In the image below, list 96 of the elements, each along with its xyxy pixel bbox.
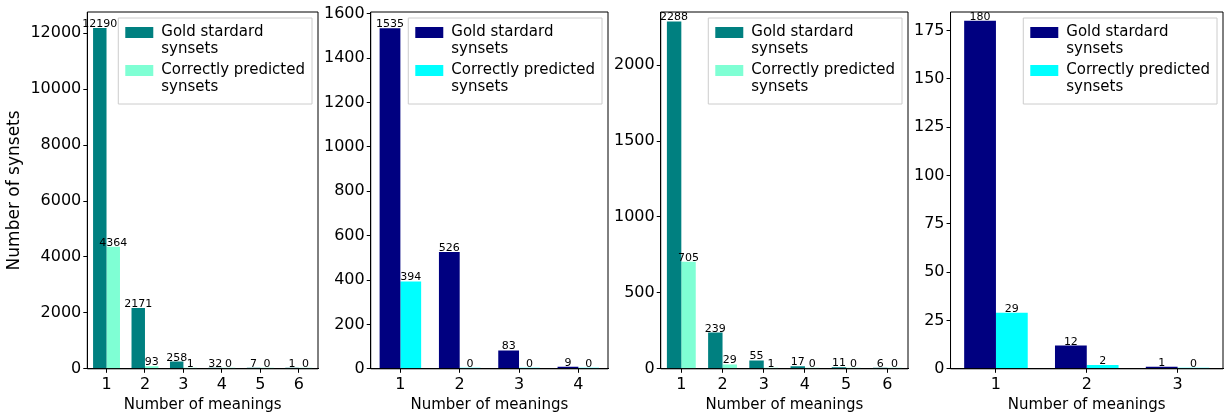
data-label: 180 — [969, 9, 991, 23]
x-tick-label: 3 — [758, 373, 769, 393]
y-tick-label: 1400 — [324, 47, 365, 67]
data-label: 1 — [1158, 355, 1166, 369]
x-tick-label: 1 — [395, 373, 406, 393]
data-label: 0 — [808, 356, 816, 370]
y-tick-label: 200 — [334, 313, 365, 333]
y-tick-label: 1000 — [324, 136, 365, 156]
x-tick-label: 3 — [1172, 373, 1183, 393]
x-tick-label: 3 — [513, 373, 525, 393]
y-tick-label: 6000 — [40, 190, 82, 210]
y-tick-label: 8000 — [40, 134, 82, 154]
legend-label: Gold stardard synsets — [1066, 22, 1169, 58]
x-axis-title: Number of meanings — [410, 394, 569, 413]
y-tick-label: 4000 — [40, 246, 82, 266]
data-label: 2171 — [124, 297, 153, 311]
data-label: 0 — [849, 356, 857, 370]
data-label: 394 — [400, 270, 422, 284]
data-label: 29 — [1004, 301, 1019, 315]
data-label: 2288 — [660, 10, 689, 24]
data-label: 55 — [749, 349, 764, 363]
data-label: 0 — [466, 356, 474, 370]
data-label: 0 — [302, 356, 309, 370]
x-tick-label: 1 — [676, 373, 687, 393]
x-tick-label: 1 — [101, 373, 112, 393]
data-label: 239 — [704, 321, 726, 335]
legend-label: Gold stardard synsets — [161, 22, 264, 58]
data-label: 0 — [525, 356, 533, 370]
y-tick-label: 1000 — [614, 206, 655, 226]
y-tick-label: 175 — [913, 19, 945, 39]
x-axis-title: Number of meanings — [1007, 394, 1166, 413]
x-tick-label: 4 — [216, 373, 227, 393]
legend-label: Correctly predicted synsets — [1066, 60, 1210, 96]
x-tick-label: 2 — [454, 373, 465, 393]
y-tick-label: 600 — [334, 224, 365, 244]
data-label: 0 — [225, 356, 233, 370]
legend-label: Gold stardard synsets — [751, 22, 854, 58]
y-tick-label: 0 — [934, 357, 945, 377]
data-label: 11 — [831, 356, 846, 370]
x-tick-label: 4 — [799, 373, 811, 393]
data-label: 6 — [876, 356, 884, 370]
y-tick-label: 125 — [913, 116, 945, 136]
x-axis-title: Number of meanings — [123, 394, 282, 413]
data-label: 1 — [186, 356, 194, 370]
y-tick-label: 100 — [913, 164, 945, 184]
data-label: 2 — [1099, 353, 1107, 367]
x-tick-label: 2 — [1081, 373, 1092, 393]
x-tick-label: 5 — [255, 373, 266, 393]
x-tick-label: 1 — [990, 373, 1002, 393]
x-tick-label: 4 — [573, 373, 584, 393]
data-label: 7 — [250, 356, 258, 370]
y-tick-label: 2000 — [614, 54, 655, 74]
x-tick-label: 2 — [717, 373, 728, 393]
legend-label: Correctly predicted synsets — [161, 60, 305, 96]
y-tick-label: 1200 — [324, 91, 365, 111]
y-tick-label: 2000 — [40, 302, 82, 322]
data-label: 17 — [790, 355, 805, 369]
data-label: 32 — [208, 356, 223, 370]
x-tick-label: 3 — [178, 373, 189, 393]
legend-label: Correctly predicted synsets — [751, 60, 895, 96]
x-tick-label: 5 — [841, 373, 852, 393]
data-label: 0 — [263, 356, 271, 370]
data-label: 0 — [891, 356, 899, 370]
legend-label: Gold stardard synsets — [451, 22, 554, 58]
data-label: 1 — [767, 356, 775, 370]
y-tick-label: 800 — [334, 180, 365, 200]
y-tick-label: 10000 — [30, 78, 82, 98]
x-tick-label: 2 — [139, 373, 151, 393]
y-tick-label: 12000 — [30, 22, 82, 42]
y-axis-title: Number of synsets — [2, 110, 23, 271]
data-label: 9 — [564, 355, 572, 369]
y-tick-label: 0 — [71, 357, 82, 377]
y-tick-label: 50 — [924, 261, 945, 281]
y-tick-label: 25 — [924, 309, 945, 329]
y-tick-label: 1600 — [324, 2, 365, 22]
data-label: 526 — [438, 241, 460, 255]
data-label: 0 — [585, 356, 593, 370]
y-tick-label: 0 — [644, 357, 655, 377]
y-tick-label: 75 — [924, 212, 945, 232]
x-axis-title: Number of meanings — [705, 394, 864, 413]
data-label: 0 — [1189, 356, 1197, 370]
y-tick-label: 0 — [354, 357, 365, 377]
data-label: 29 — [722, 353, 737, 367]
x-tick-label: 6 — [882, 373, 893, 393]
legend-label: Correctly predicted synsets — [451, 60, 595, 96]
y-tick-label: 400 — [334, 269, 365, 289]
data-label: 1535 — [376, 17, 404, 31]
data-label: 12 — [1063, 334, 1078, 348]
data-label: 1 — [288, 356, 296, 370]
data-label: 83 — [501, 339, 516, 353]
y-tick-label: 1500 — [614, 130, 655, 150]
data-label: 93 — [144, 355, 159, 369]
x-tick-label: 6 — [293, 373, 304, 393]
y-tick-label: 500 — [624, 282, 655, 302]
data-label: 258 — [166, 350, 188, 364]
y-tick-label: 150 — [913, 67, 945, 87]
